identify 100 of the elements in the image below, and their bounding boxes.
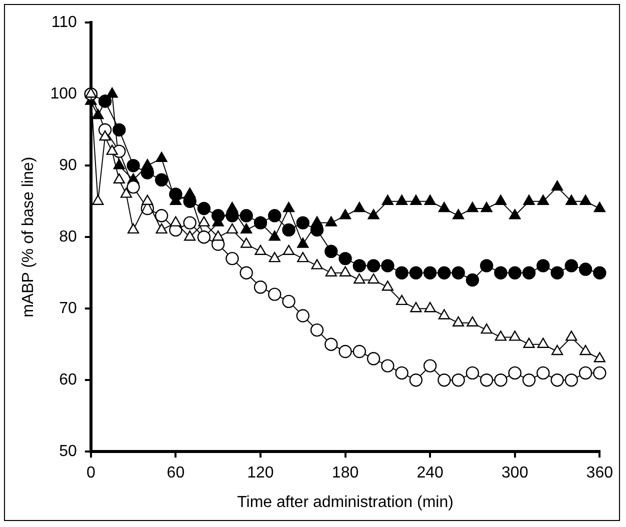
point: [410, 302, 422, 312]
point: [184, 188, 196, 198]
point: [296, 309, 310, 322]
point: [120, 188, 132, 198]
point: [268, 209, 282, 222]
y-tick-label: 90: [59, 157, 77, 174]
point: [494, 374, 508, 387]
point: [226, 223, 238, 234]
point: [106, 144, 118, 155]
point: [466, 273, 480, 287]
point: [564, 374, 578, 387]
point: [494, 194, 507, 205]
point: [423, 359, 437, 372]
point: [154, 209, 168, 222]
point: [226, 202, 238, 212]
point: [523, 194, 535, 205]
point: [324, 338, 338, 351]
point: [580, 344, 592, 356]
point: [240, 209, 253, 222]
point: [438, 266, 451, 280]
point: [578, 262, 592, 276]
point: [325, 266, 337, 276]
point: [564, 259, 578, 272]
y-tick-label: 100: [50, 86, 77, 103]
point: [551, 344, 564, 356]
point: [268, 288, 282, 301]
point: [381, 259, 394, 272]
point: [438, 309, 450, 320]
point: [339, 209, 352, 220]
point: [240, 223, 252, 234]
y-axis-title: mABP (% of base line): [20, 156, 38, 318]
point: [212, 230, 224, 241]
point: [197, 202, 211, 216]
y-tick-label: 110: [51, 14, 77, 32]
point: [142, 159, 154, 170]
point: [254, 280, 268, 294]
point: [240, 266, 253, 280]
point: [508, 366, 522, 380]
point: [550, 266, 564, 280]
point: [396, 194, 408, 205]
x-tick-label: 240: [416, 464, 444, 482]
point: [154, 173, 168, 186]
point: [537, 194, 549, 205]
point: [409, 374, 423, 387]
point: [156, 223, 168, 234]
point: [338, 344, 352, 358]
point: [551, 180, 564, 191]
point: [566, 194, 578, 205]
point: [254, 244, 266, 255]
point: [594, 352, 606, 362]
point: [424, 194, 436, 205]
point: [311, 259, 323, 270]
point: [113, 173, 125, 184]
point: [509, 330, 521, 341]
point: [106, 88, 118, 98]
point: [536, 259, 550, 272]
point: [324, 244, 338, 258]
point: [381, 359, 394, 372]
point: [480, 374, 494, 387]
point: [92, 194, 104, 205]
point: [85, 88, 97, 98]
point: [352, 259, 366, 272]
point: [311, 216, 323, 226]
point: [156, 152, 168, 162]
point: [522, 374, 536, 387]
point: [452, 316, 464, 326]
point: [438, 202, 450, 212]
point: [297, 252, 309, 262]
point: [466, 202, 478, 212]
point: [142, 194, 154, 205]
point: [409, 266, 423, 280]
point: [580, 194, 592, 205]
point: [594, 202, 606, 212]
point: [366, 259, 380, 272]
point: [382, 280, 394, 291]
point: [183, 216, 196, 230]
y-tick-label: 70: [59, 300, 77, 318]
point: [508, 266, 522, 280]
point: [466, 316, 478, 326]
point: [578, 366, 592, 380]
x-tick-label: 300: [502, 464, 528, 482]
y-tick-label: 80: [59, 228, 77, 246]
point: [198, 216, 210, 226]
x-axis-title: Time after administration (min): [237, 494, 454, 511]
point: [480, 259, 494, 272]
point: [240, 238, 252, 248]
point: [268, 230, 280, 241]
point: [566, 330, 578, 341]
point: [366, 352, 380, 366]
point: [438, 374, 451, 387]
point: [382, 194, 394, 205]
point: [297, 238, 309, 248]
point: [354, 273, 366, 284]
point: [494, 266, 508, 280]
point: [523, 338, 535, 348]
point: [126, 159, 140, 172]
x-tick-label: 120: [247, 464, 274, 482]
point: [480, 202, 492, 212]
point: [452, 374, 465, 387]
point: [113, 159, 125, 170]
